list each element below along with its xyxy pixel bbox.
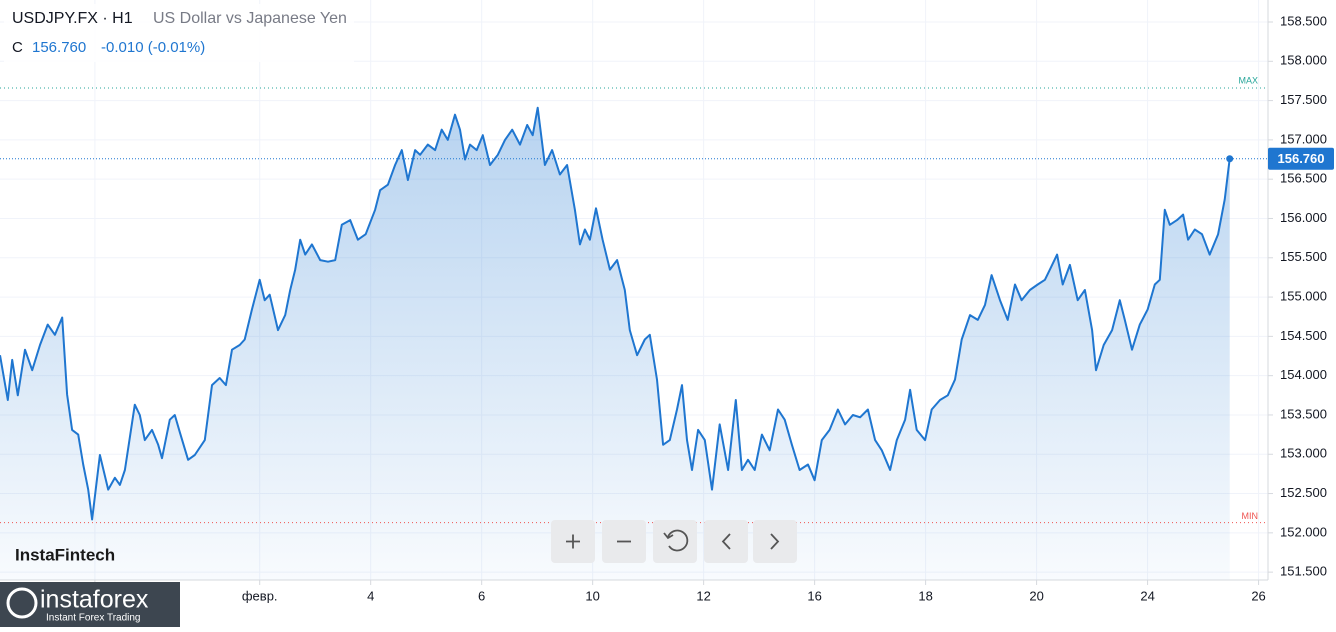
brand-tagline: Instant Forex Trading [46,613,141,624]
min-label: MIN [1242,511,1259,521]
last-point [1226,155,1234,163]
x-tick-label: 24 [1140,588,1154,603]
brand-icon [6,587,38,619]
y-tick-label: 157.500 [1280,92,1327,107]
price-line [0,106,1231,521]
x-tick-label: февр. [242,588,278,603]
brand-logo: instaforex Instant Forex Trading [0,582,180,627]
brand-bg [0,582,180,627]
reset-button[interactable] [653,520,697,563]
scroll-right-button[interactable] [753,520,797,563]
y-tick-label: 154.500 [1280,328,1327,343]
x-tick-label: 12 [696,588,710,603]
x-tick-label: 18 [918,588,932,603]
scroll-left-button[interactable] [704,520,748,563]
y-tick-label: 158.500 [1280,13,1327,28]
quote-change: -0.010 (-0.01%) [101,39,205,56]
x-tick-label: 4 [367,588,374,603]
y-tick-label: 157.000 [1280,131,1327,146]
plot: MAX MIN [0,75,1268,580]
x-tick-label: 16 [807,588,821,603]
y-tick-label: 153.500 [1280,406,1327,421]
zoom-out-button[interactable] [602,520,646,563]
quote-close: 156.760 [32,39,86,56]
y-tick-label: 152.500 [1280,485,1327,500]
watermark: InstaFintech [15,545,115,564]
x-tick-label: 26 [1251,588,1265,603]
x-tick-label: 10 [585,588,599,603]
last-price-label: 156.760 [1278,151,1325,166]
last-price-badge [1268,147,1334,170]
y-tick-label: 156.500 [1280,171,1327,186]
chart-subtitle: US Dollar vs Japanese Yen [153,10,347,27]
y-tick-label: 153.000 [1280,446,1327,461]
y-tick-label: 155.000 [1280,289,1327,304]
chart-title: USDJPY.FX · H1 [12,10,133,27]
axes: 151.500 152.000 152.500 153.000 153.500 154.0… [88,13,1334,603]
y-tick-label: 152.000 [1280,524,1327,539]
max-label: MAX [1238,75,1258,85]
y-tick-label: 158.000 [1280,53,1327,68]
zoom-in-button[interactable] [551,520,595,563]
y-tick-label: 151.500 [1280,564,1327,579]
brand-name: instaforex [40,586,149,614]
y-tick-label: 156.000 [1280,210,1327,225]
quote-label: C [12,39,23,56]
x-tick-label: 6 [478,588,485,603]
legend-bg [4,4,354,62]
zoom-controls [551,520,797,563]
y-tick-label: 155.500 [1280,249,1327,264]
area-fill [0,107,1230,580]
x-tick-label: 20 [1029,588,1043,603]
y-tick-label: 154.000 [1280,367,1327,382]
